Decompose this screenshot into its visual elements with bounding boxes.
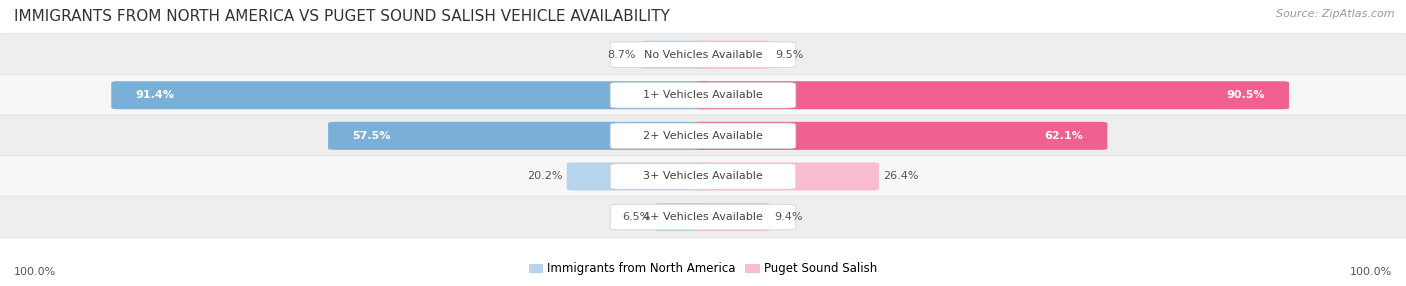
Text: 20.2%: 20.2%	[527, 172, 562, 181]
Text: Source: ZipAtlas.com: Source: ZipAtlas.com	[1277, 9, 1395, 19]
FancyBboxPatch shape	[111, 81, 710, 109]
Text: 100.0%: 100.0%	[14, 267, 56, 277]
Text: 4+ Vehicles Available: 4+ Vehicles Available	[643, 212, 763, 222]
Text: 91.4%: 91.4%	[135, 90, 174, 100]
Text: 9.4%: 9.4%	[775, 212, 803, 222]
Text: 90.5%: 90.5%	[1226, 90, 1265, 100]
Text: 3+ Vehicles Available: 3+ Vehicles Available	[643, 172, 763, 181]
FancyBboxPatch shape	[567, 162, 710, 190]
Text: 2+ Vehicles Available: 2+ Vehicles Available	[643, 131, 763, 141]
FancyBboxPatch shape	[610, 123, 796, 149]
Text: 57.5%: 57.5%	[352, 131, 391, 141]
FancyBboxPatch shape	[654, 203, 710, 231]
Text: 26.4%: 26.4%	[883, 172, 918, 181]
FancyBboxPatch shape	[0, 74, 1406, 116]
FancyBboxPatch shape	[640, 41, 710, 69]
FancyBboxPatch shape	[0, 34, 1406, 76]
Text: 9.5%: 9.5%	[775, 50, 803, 59]
FancyBboxPatch shape	[610, 164, 796, 189]
FancyBboxPatch shape	[696, 122, 1108, 150]
FancyBboxPatch shape	[610, 82, 796, 108]
FancyBboxPatch shape	[610, 204, 796, 230]
FancyBboxPatch shape	[696, 41, 770, 69]
FancyBboxPatch shape	[696, 81, 1289, 109]
FancyBboxPatch shape	[696, 162, 879, 190]
Legend: Immigrants from North America, Puget Sound Salish: Immigrants from North America, Puget Sou…	[524, 258, 882, 280]
FancyBboxPatch shape	[0, 115, 1406, 157]
Text: 62.1%: 62.1%	[1045, 131, 1084, 141]
FancyBboxPatch shape	[696, 203, 770, 231]
FancyBboxPatch shape	[0, 196, 1406, 238]
FancyBboxPatch shape	[610, 42, 796, 67]
Text: 8.7%: 8.7%	[607, 50, 636, 59]
Text: 100.0%: 100.0%	[1350, 267, 1392, 277]
Text: IMMIGRANTS FROM NORTH AMERICA VS PUGET SOUND SALISH VEHICLE AVAILABILITY: IMMIGRANTS FROM NORTH AMERICA VS PUGET S…	[14, 9, 669, 23]
FancyBboxPatch shape	[0, 156, 1406, 197]
FancyBboxPatch shape	[328, 122, 710, 150]
Text: 6.5%: 6.5%	[621, 212, 650, 222]
Text: No Vehicles Available: No Vehicles Available	[644, 50, 762, 59]
Text: 1+ Vehicles Available: 1+ Vehicles Available	[643, 90, 763, 100]
